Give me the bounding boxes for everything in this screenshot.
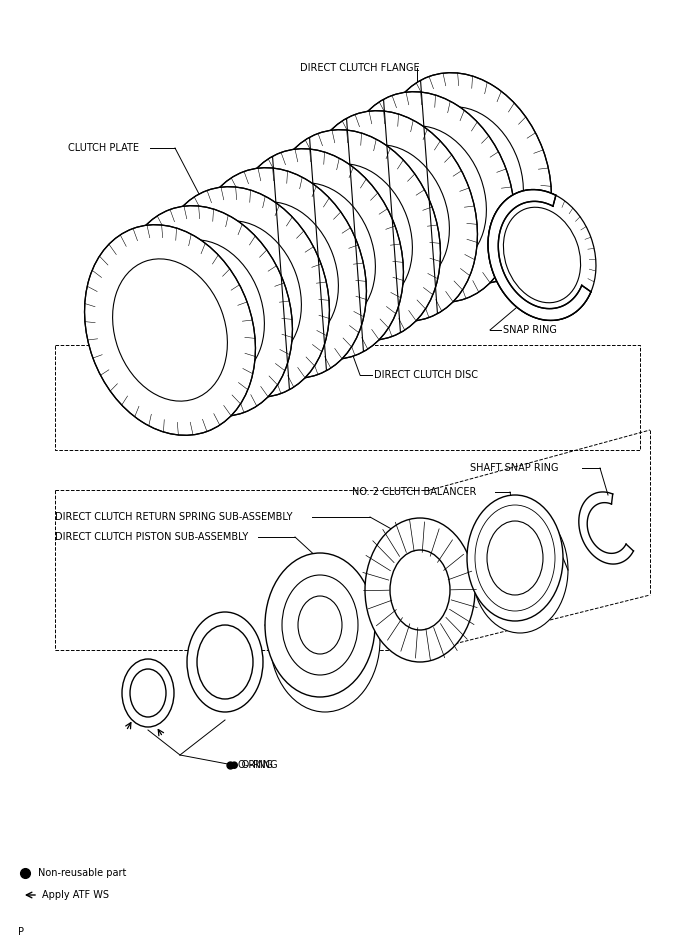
Text: DIRECT CLUTCH FLANGE: DIRECT CLUTCH FLANGE — [300, 63, 420, 73]
PathPatch shape — [488, 189, 591, 321]
Ellipse shape — [233, 149, 404, 359]
Ellipse shape — [408, 107, 524, 249]
Ellipse shape — [306, 110, 477, 321]
Ellipse shape — [186, 221, 302, 363]
Ellipse shape — [159, 187, 329, 397]
Ellipse shape — [335, 145, 449, 288]
Text: SHAFT SNAP RING: SHAFT SNAP RING — [470, 463, 558, 473]
Ellipse shape — [224, 202, 338, 344]
Ellipse shape — [122, 659, 174, 727]
Ellipse shape — [282, 575, 358, 675]
Ellipse shape — [85, 225, 255, 435]
Text: SNAP RING: SNAP RING — [503, 325, 557, 335]
Text: DIRECT CLUTCH DISC: DIRECT CLUTCH DISC — [374, 370, 478, 380]
Ellipse shape — [504, 208, 580, 303]
Ellipse shape — [265, 553, 375, 697]
Ellipse shape — [195, 168, 366, 378]
Ellipse shape — [297, 164, 413, 307]
Ellipse shape — [344, 91, 515, 303]
Ellipse shape — [270, 568, 380, 712]
Ellipse shape — [487, 521, 543, 595]
Ellipse shape — [187, 612, 263, 712]
Ellipse shape — [261, 183, 375, 326]
Ellipse shape — [475, 505, 555, 611]
Ellipse shape — [150, 240, 264, 382]
Text: P: P — [18, 927, 24, 937]
Text: NO. 2 CLUTCH BALANCER: NO. 2 CLUTCH BALANCER — [352, 487, 476, 497]
Text: Apply ATF WS: Apply ATF WS — [42, 890, 109, 900]
Ellipse shape — [121, 206, 293, 416]
Text: CLUTCH PLATE: CLUTCH PLATE — [68, 143, 139, 153]
Ellipse shape — [472, 507, 568, 633]
Text: ● O-RING: ● O-RING — [230, 760, 277, 770]
Ellipse shape — [365, 518, 475, 662]
Ellipse shape — [298, 596, 342, 654]
Ellipse shape — [372, 126, 486, 268]
Text: DIRECT CLUTCH RETURN SPRING SUB-ASSEMBLY: DIRECT CLUTCH RETURN SPRING SUB-ASSEMBLY — [55, 512, 293, 522]
Text: O-RING: O-RING — [238, 760, 274, 770]
Ellipse shape — [390, 550, 450, 630]
Ellipse shape — [381, 72, 551, 284]
Text: Non-reusable part: Non-reusable part — [38, 868, 126, 878]
Ellipse shape — [130, 669, 166, 717]
Ellipse shape — [488, 189, 596, 321]
Ellipse shape — [197, 625, 253, 699]
Text: DIRECT CLUTCH PISTON SUB-ASSEMBLY: DIRECT CLUTCH PISTON SUB-ASSEMBLY — [55, 532, 248, 542]
Ellipse shape — [112, 259, 228, 401]
Ellipse shape — [270, 129, 440, 340]
Ellipse shape — [467, 495, 563, 621]
